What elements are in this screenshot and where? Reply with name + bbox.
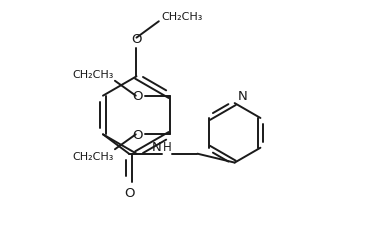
Text: O: O (124, 186, 134, 199)
Text: O: O (133, 128, 143, 141)
Text: H: H (163, 140, 172, 153)
Text: N: N (151, 140, 161, 153)
Text: O: O (131, 33, 142, 46)
Text: N: N (238, 89, 247, 102)
Text: CH₂CH₃: CH₂CH₃ (72, 70, 113, 80)
Text: O: O (133, 90, 143, 103)
Text: CH₂CH₃: CH₂CH₃ (161, 12, 202, 21)
Text: CH₂CH₃: CH₂CH₃ (72, 151, 113, 161)
